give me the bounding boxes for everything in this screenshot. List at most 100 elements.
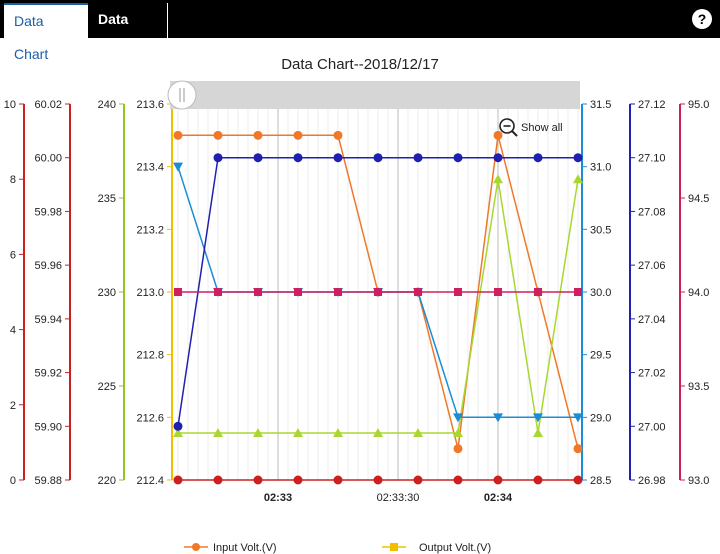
series-marker-4 bbox=[454, 288, 462, 296]
series-marker-0 bbox=[453, 444, 463, 454]
tab-data-log[interactable]: Data Log bbox=[88, 3, 168, 60]
series-marker-3 bbox=[253, 153, 263, 163]
series-marker-5 bbox=[533, 475, 543, 485]
axis-tick-label-ax4: 29.0 bbox=[590, 412, 611, 424]
series-marker-4 bbox=[534, 288, 542, 296]
series-marker-1 bbox=[533, 428, 543, 437]
axis-tick-label-ax6: 93.5 bbox=[688, 381, 709, 393]
axis-tick-label-ax6: 93.0 bbox=[688, 475, 709, 487]
series-marker-0 bbox=[573, 444, 583, 454]
axis-tick-label-ax2: 220 bbox=[98, 475, 116, 487]
chart-axes: 0 2 4 6 8 10 59.88 59.90 59.92 59.94 59.96 59.98 60.… bbox=[4, 99, 710, 487]
series-marker-3 bbox=[413, 153, 423, 163]
axis-tick-label-ax1: 59.92 bbox=[34, 368, 62, 380]
series-marker-4 bbox=[254, 288, 262, 296]
axis-tick-label-ax0: 4 bbox=[10, 325, 16, 337]
axis-tick-label-ax1: 59.96 bbox=[34, 260, 62, 272]
legend-label-input-volt: Input Volt.(V) bbox=[213, 542, 277, 554]
series-marker-4 bbox=[574, 288, 582, 296]
series-marker-3 bbox=[333, 153, 343, 163]
series-marker-4 bbox=[374, 288, 382, 296]
chart-legend: Input Volt.(V) Output Volt.(V) bbox=[184, 542, 491, 554]
series-marker-4 bbox=[494, 288, 502, 296]
axis-tick-label-ax5: 27.04 bbox=[638, 314, 666, 326]
series-marker-2 bbox=[573, 413, 583, 423]
axis-tick-label-ax5: 27.02 bbox=[638, 368, 666, 380]
axis-tick-label-ax0: 6 bbox=[10, 249, 16, 261]
axis-tick-label-ax2: 235 bbox=[98, 193, 116, 205]
axis-tick-label-ax5: 27.00 bbox=[638, 421, 666, 433]
axis-tick-label-ax3: 213.4 bbox=[136, 162, 164, 174]
x-tick-label: 02:34 bbox=[484, 492, 513, 504]
series-marker-0 bbox=[253, 130, 263, 140]
series-marker-1 bbox=[333, 428, 343, 437]
series-marker-5 bbox=[493, 475, 503, 485]
axis-tick-label-ax6: 94.0 bbox=[688, 287, 709, 299]
axis-tick-label-ax1: 59.94 bbox=[34, 314, 62, 326]
series-marker-3 bbox=[493, 153, 503, 163]
axis-tick-label-ax4: 31.0 bbox=[590, 162, 611, 174]
x-tick-label: 02:33:30 bbox=[377, 492, 420, 504]
series-marker-4 bbox=[214, 288, 222, 296]
series-marker-2 bbox=[493, 413, 503, 423]
axis-tick-label-ax0: 0 bbox=[10, 475, 16, 487]
legend-marker-input-volt bbox=[192, 543, 200, 551]
axis-tick-label-ax5: 26.98 bbox=[638, 475, 666, 487]
series-marker-0 bbox=[213, 130, 223, 140]
series-marker-5 bbox=[253, 475, 263, 485]
series-marker-5 bbox=[333, 475, 343, 485]
axis-tick-label-ax3: 212.4 bbox=[136, 475, 164, 487]
series-marker-5 bbox=[293, 475, 303, 485]
series-marker-3 bbox=[453, 153, 463, 163]
legend-marker-output-volt bbox=[390, 543, 398, 551]
series-marker-4 bbox=[334, 288, 342, 296]
chart-title: Data Chart--2018/12/17 bbox=[281, 56, 439, 73]
axis-tick-label-ax5: 27.12 bbox=[638, 99, 666, 111]
series-marker-4 bbox=[414, 288, 422, 296]
series-marker-5 bbox=[413, 475, 423, 485]
axis-tick-label-ax4: 29.5 bbox=[590, 350, 611, 362]
series-marker-3 bbox=[373, 153, 383, 163]
series-marker-1 bbox=[213, 428, 223, 437]
series-marker-1 bbox=[373, 428, 383, 437]
zoom-out-handle bbox=[511, 130, 518, 137]
zoom-handle[interactable] bbox=[167, 80, 197, 110]
axis-tick-label-ax4: 28.5 bbox=[590, 475, 611, 487]
series-marker-1 bbox=[493, 174, 503, 184]
show-all-button[interactable]: Show all bbox=[499, 118, 563, 137]
axis-tick-label-ax3: 213.6 bbox=[136, 99, 164, 111]
axis-tick-label-ax6: 94.5 bbox=[688, 193, 709, 205]
axis-tick-label-ax5: 27.06 bbox=[638, 260, 666, 272]
series-marker-5 bbox=[373, 475, 383, 485]
legend-label-output-volt: Output Volt.(V) bbox=[419, 542, 491, 554]
series-marker-5 bbox=[173, 475, 183, 485]
axis-tick-label-ax5: 27.10 bbox=[638, 153, 666, 165]
top-toolbar: Data Chart Data Log ? bbox=[0, 0, 720, 62]
axis-tick-label-ax4: 31.5 bbox=[590, 99, 611, 111]
series-marker-4 bbox=[294, 288, 302, 296]
series-marker-1 bbox=[173, 428, 183, 437]
zoom-scrollbar[interactable] bbox=[170, 81, 580, 109]
series-marker-4 bbox=[174, 288, 182, 296]
axis-tick-label-ax0: 2 bbox=[10, 400, 16, 412]
tab-data-chart[interactable]: Data Chart bbox=[4, 3, 88, 62]
series-marker-5 bbox=[213, 475, 223, 485]
series-marker-2 bbox=[453, 413, 463, 423]
axis-tick-label-ax1: 60.02 bbox=[34, 99, 62, 111]
help-icon[interactable]: ? bbox=[692, 9, 712, 29]
axis-tick-label-ax1: 59.98 bbox=[34, 206, 62, 218]
axis-tick-label-ax2: 240 bbox=[98, 99, 116, 111]
series-marker-2 bbox=[533, 413, 543, 423]
axis-tick-label-ax4: 30.0 bbox=[590, 287, 611, 299]
series-marker-1 bbox=[413, 428, 423, 437]
axis-tick-label-ax6: 95.0 bbox=[688, 99, 709, 111]
axis-tick-label-ax2: 225 bbox=[98, 381, 116, 393]
series-marker-1 bbox=[453, 428, 463, 437]
series-marker-1 bbox=[253, 428, 263, 437]
axis-tick-label-ax3: 213.0 bbox=[136, 287, 164, 299]
axis-tick-label-ax0: 10 bbox=[4, 99, 16, 111]
x-tick-label: 02:33 bbox=[264, 492, 292, 504]
x-axis-ticks: 02:33 02:33:30 02:34 bbox=[264, 492, 513, 504]
series-marker-3 bbox=[213, 153, 223, 163]
series-marker-5 bbox=[573, 475, 583, 485]
